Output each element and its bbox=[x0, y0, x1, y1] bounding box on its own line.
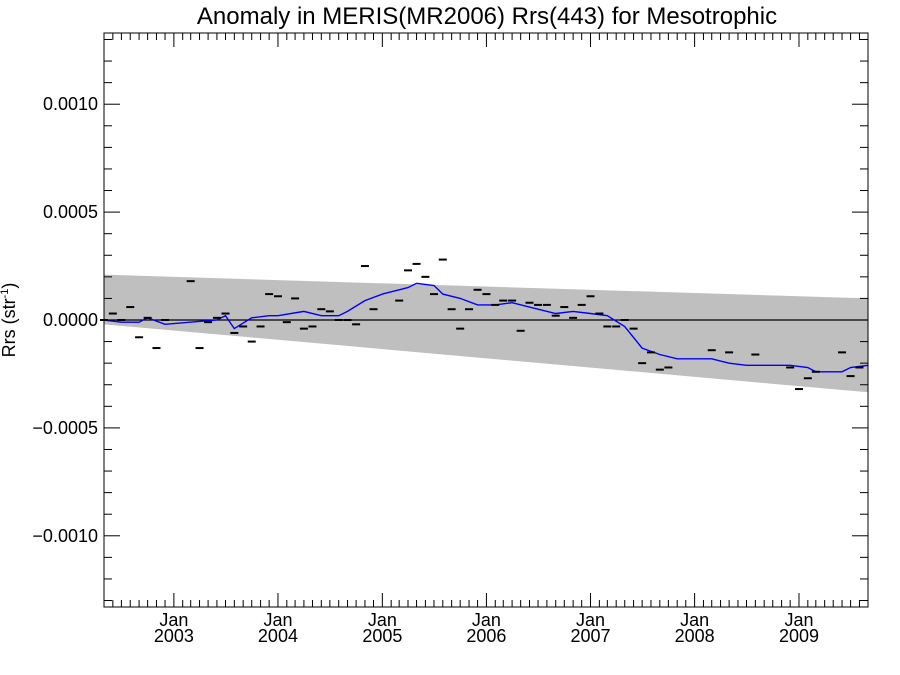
x-tick-month: Jan bbox=[784, 610, 813, 630]
x-tick-month: Jan bbox=[472, 610, 501, 630]
y-tick-label: 0.0010 bbox=[43, 94, 98, 114]
data-points bbox=[100, 258, 864, 391]
x-tick-year: 2004 bbox=[258, 626, 298, 646]
x-tick-month: Jan bbox=[680, 610, 709, 630]
chart-title: Anomaly in MERIS(MR2006) Rrs(443) for Me… bbox=[197, 3, 777, 30]
x-tick-month: Jan bbox=[368, 610, 397, 630]
running-mean-line bbox=[103, 282, 869, 373]
y-tick-label: 0.0000 bbox=[43, 310, 98, 330]
x-tick-year: 2006 bbox=[466, 626, 506, 646]
y-tick-labels: −0.0010 −0.0005 0.0000 0.0005 0.0010 bbox=[32, 94, 98, 546]
y-tick-label: −0.0010 bbox=[32, 526, 98, 546]
x-tick-month: Jan bbox=[159, 610, 188, 630]
y-axis-label-text: Rrs (str bbox=[0, 298, 19, 357]
y-axis-label-superscript: -1 bbox=[0, 289, 11, 299]
x-tick-month: Jan bbox=[576, 610, 605, 630]
x-tick-year: 2007 bbox=[570, 626, 610, 646]
x-tick-year: 2003 bbox=[154, 626, 194, 646]
y-axis-label: Rrs (str-1) bbox=[0, 283, 19, 358]
x-tick-year: 2009 bbox=[779, 626, 819, 646]
x-tick-month: Jan bbox=[263, 610, 292, 630]
x-tick-year: 2005 bbox=[362, 626, 402, 646]
x-tick-year: 2008 bbox=[675, 626, 715, 646]
x-tick-labels: Jan2003Jan2004Jan2005Jan2006Jan2007Jan20… bbox=[154, 610, 819, 646]
y-tick-label: 0.0005 bbox=[43, 202, 98, 222]
axis-ticks bbox=[103, 33, 868, 607]
y-tick-label: −0.0005 bbox=[32, 418, 98, 438]
confidence-band bbox=[104, 274, 868, 393]
y-axis-label-close: ) bbox=[0, 283, 19, 289]
